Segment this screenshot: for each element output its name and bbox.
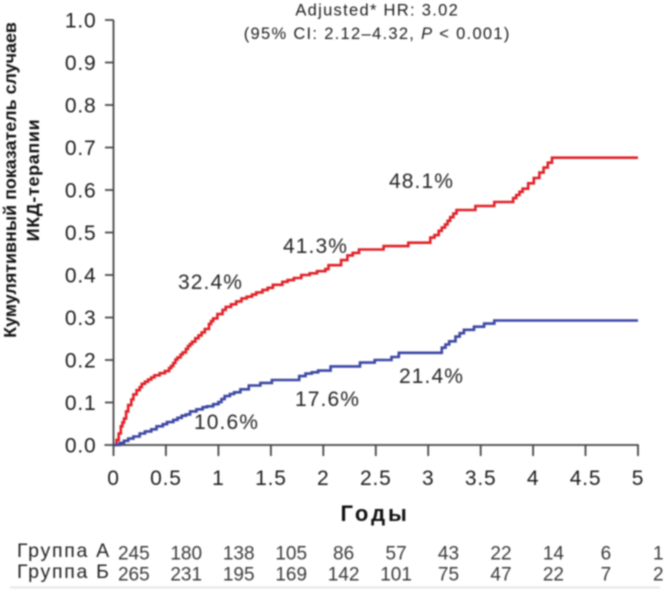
svg-text:6: 6 [601,543,612,564]
svg-text:105: 105 [275,543,307,564]
svg-text:ИКД-терапии: ИКД-терапии [23,119,43,242]
svg-text:21.4%: 21.4% [399,365,464,388]
svg-text:14: 14 [543,543,565,564]
svg-text:180: 180 [170,543,202,564]
svg-text:0.8: 0.8 [65,95,97,118]
svg-text:1: 1 [653,543,664,564]
svg-text:2: 2 [653,564,664,585]
svg-text:101: 101 [380,564,412,585]
svg-text:32.4%: 32.4% [178,271,243,294]
svg-text:22: 22 [543,564,564,585]
svg-text:0.4: 0.4 [65,265,97,288]
svg-text:Группа А: Группа А [17,540,111,562]
svg-text:138: 138 [223,543,255,564]
svg-text:47: 47 [490,564,511,585]
svg-text:22: 22 [490,543,511,564]
svg-text:4: 4 [527,467,539,490]
svg-text:10.6%: 10.6% [194,411,259,434]
svg-text:1.0: 1.0 [65,10,97,33]
svg-text:142: 142 [328,564,360,585]
svg-text:169: 169 [275,564,307,585]
svg-text:43: 43 [438,543,459,564]
svg-text:4.5: 4.5 [570,467,602,490]
svg-text:0.2: 0.2 [65,350,97,373]
svg-text:Кумулятивный показатель случае: Кумулятивный показатель случаев [0,22,20,338]
svg-text:0.7: 0.7 [65,137,97,160]
svg-text:Группа Б: Группа Б [17,561,111,583]
svg-text:5: 5 [632,467,644,490]
svg-text:7: 7 [601,564,612,585]
svg-text:57: 57 [386,543,407,564]
svg-text:3: 3 [422,467,434,490]
svg-text:195: 195 [223,564,255,585]
svg-text:Adjusted* HR: 3.02: Adjusted* HR: 3.02 [295,2,459,20]
svg-text:1: 1 [212,467,224,490]
svg-text:17.6%: 17.6% [295,388,360,411]
svg-text:(95% CI: 2.12–4.32, P < 0.001): (95% CI: 2.12–4.32, P < 0.001) [244,25,511,43]
svg-text:3.5: 3.5 [465,467,497,490]
svg-text:1.5: 1.5 [255,467,287,490]
svg-text:0.5: 0.5 [65,222,97,245]
svg-text:2.5: 2.5 [360,467,392,490]
svg-text:0.5: 0.5 [150,467,182,490]
svg-text:Годы: Годы [341,501,410,526]
svg-text:0.0: 0.0 [65,435,97,458]
svg-text:231: 231 [170,564,202,585]
svg-text:0.9: 0.9 [65,52,97,75]
svg-text:2: 2 [317,467,329,490]
svg-text:265: 265 [118,564,150,585]
svg-text:0.1: 0.1 [65,392,97,415]
svg-text:75: 75 [438,564,459,585]
svg-text:41.3%: 41.3% [283,235,348,258]
svg-text:0.3: 0.3 [65,307,97,330]
svg-text:0.6: 0.6 [65,180,97,203]
svg-text:245: 245 [118,543,150,564]
svg-text:86: 86 [333,543,354,564]
svg-text:48.1%: 48.1% [389,170,454,193]
svg-text:0: 0 [107,467,119,490]
